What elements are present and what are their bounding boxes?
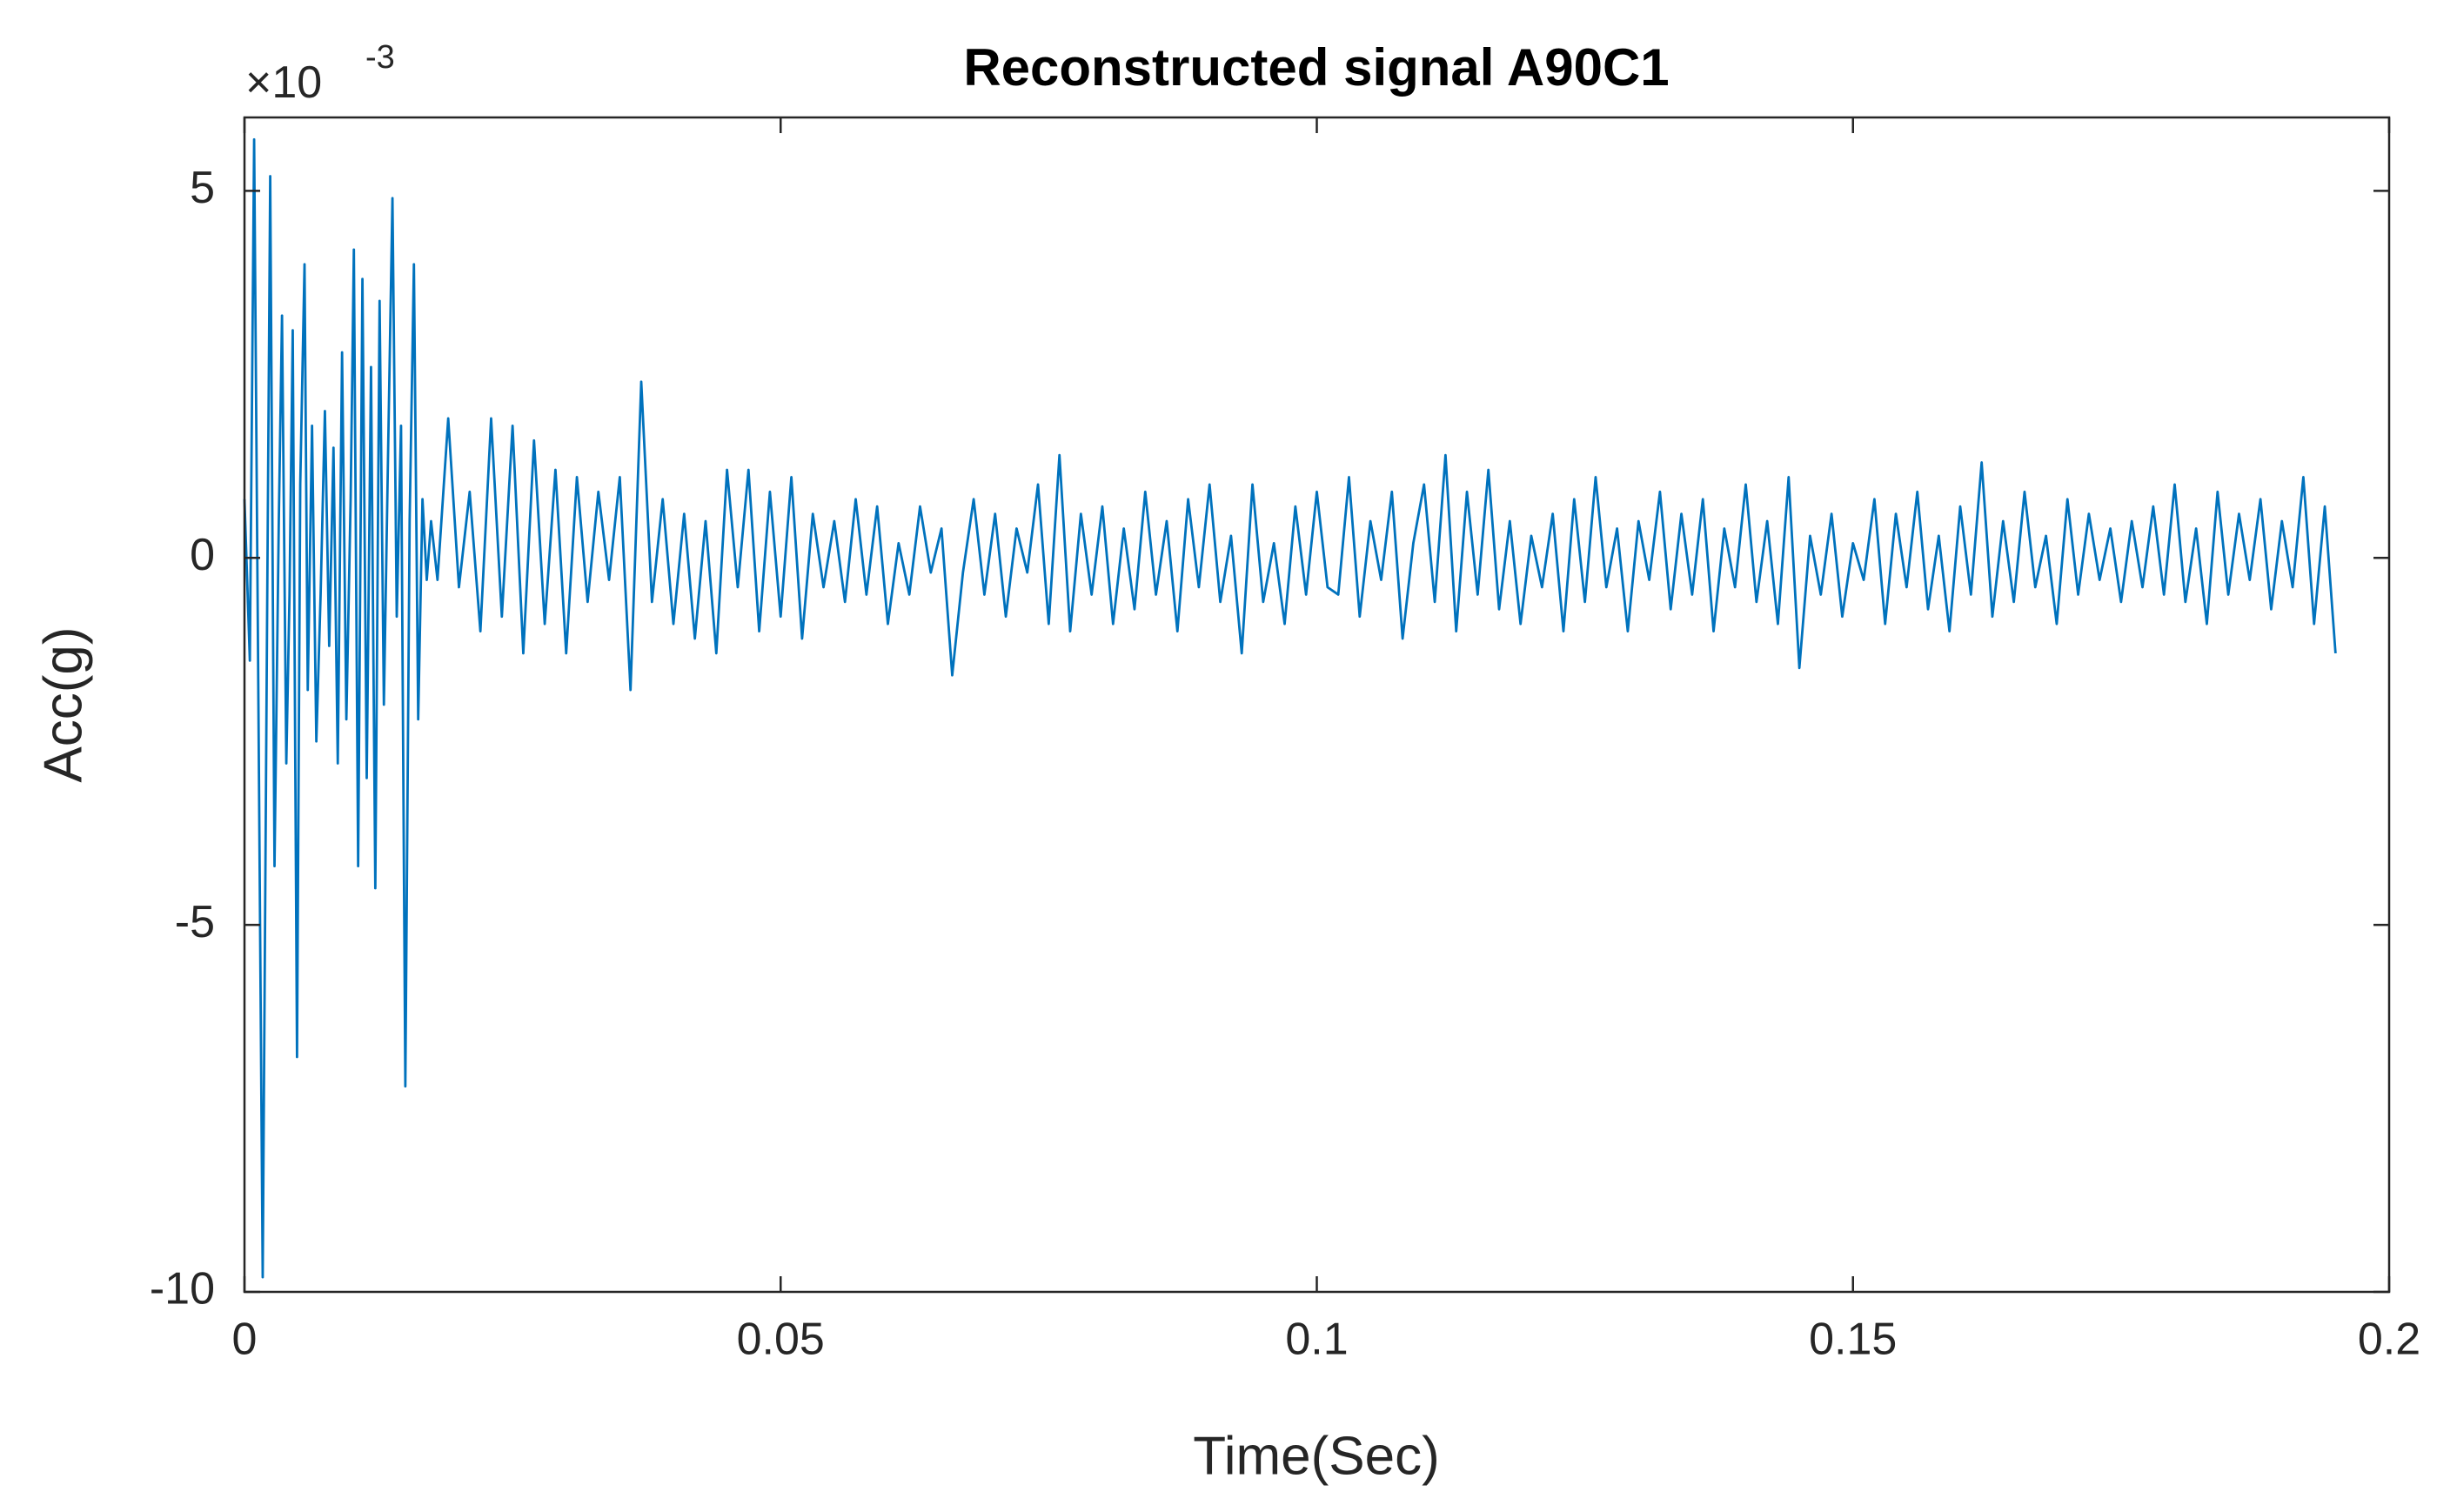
signal-line [243,137,2337,1279]
y-tick-label: -5 [175,897,215,947]
y-exponent-base: ×10 [245,57,322,108]
x-tick-label: 0.05 [737,1315,825,1365]
y-tick-label: -10 [150,1264,215,1315]
x-tick-label: 0 [232,1315,258,1365]
y-tick-label: 0 [190,530,215,580]
chart-title: Reconstructed signal A90C1 [963,38,1669,97]
x-tick-label: 0.2 [2358,1315,2420,1365]
y-exponent-power: -3 [365,39,395,76]
y-tick-label: 5 [190,163,215,213]
x-tick-label: 0.15 [1809,1315,1897,1365]
x-tick-label: 0.1 [1285,1315,1348,1365]
y-axis-label: Acc(g) [33,626,93,782]
x-axis-label: Time(Sec) [1193,1426,1440,1486]
